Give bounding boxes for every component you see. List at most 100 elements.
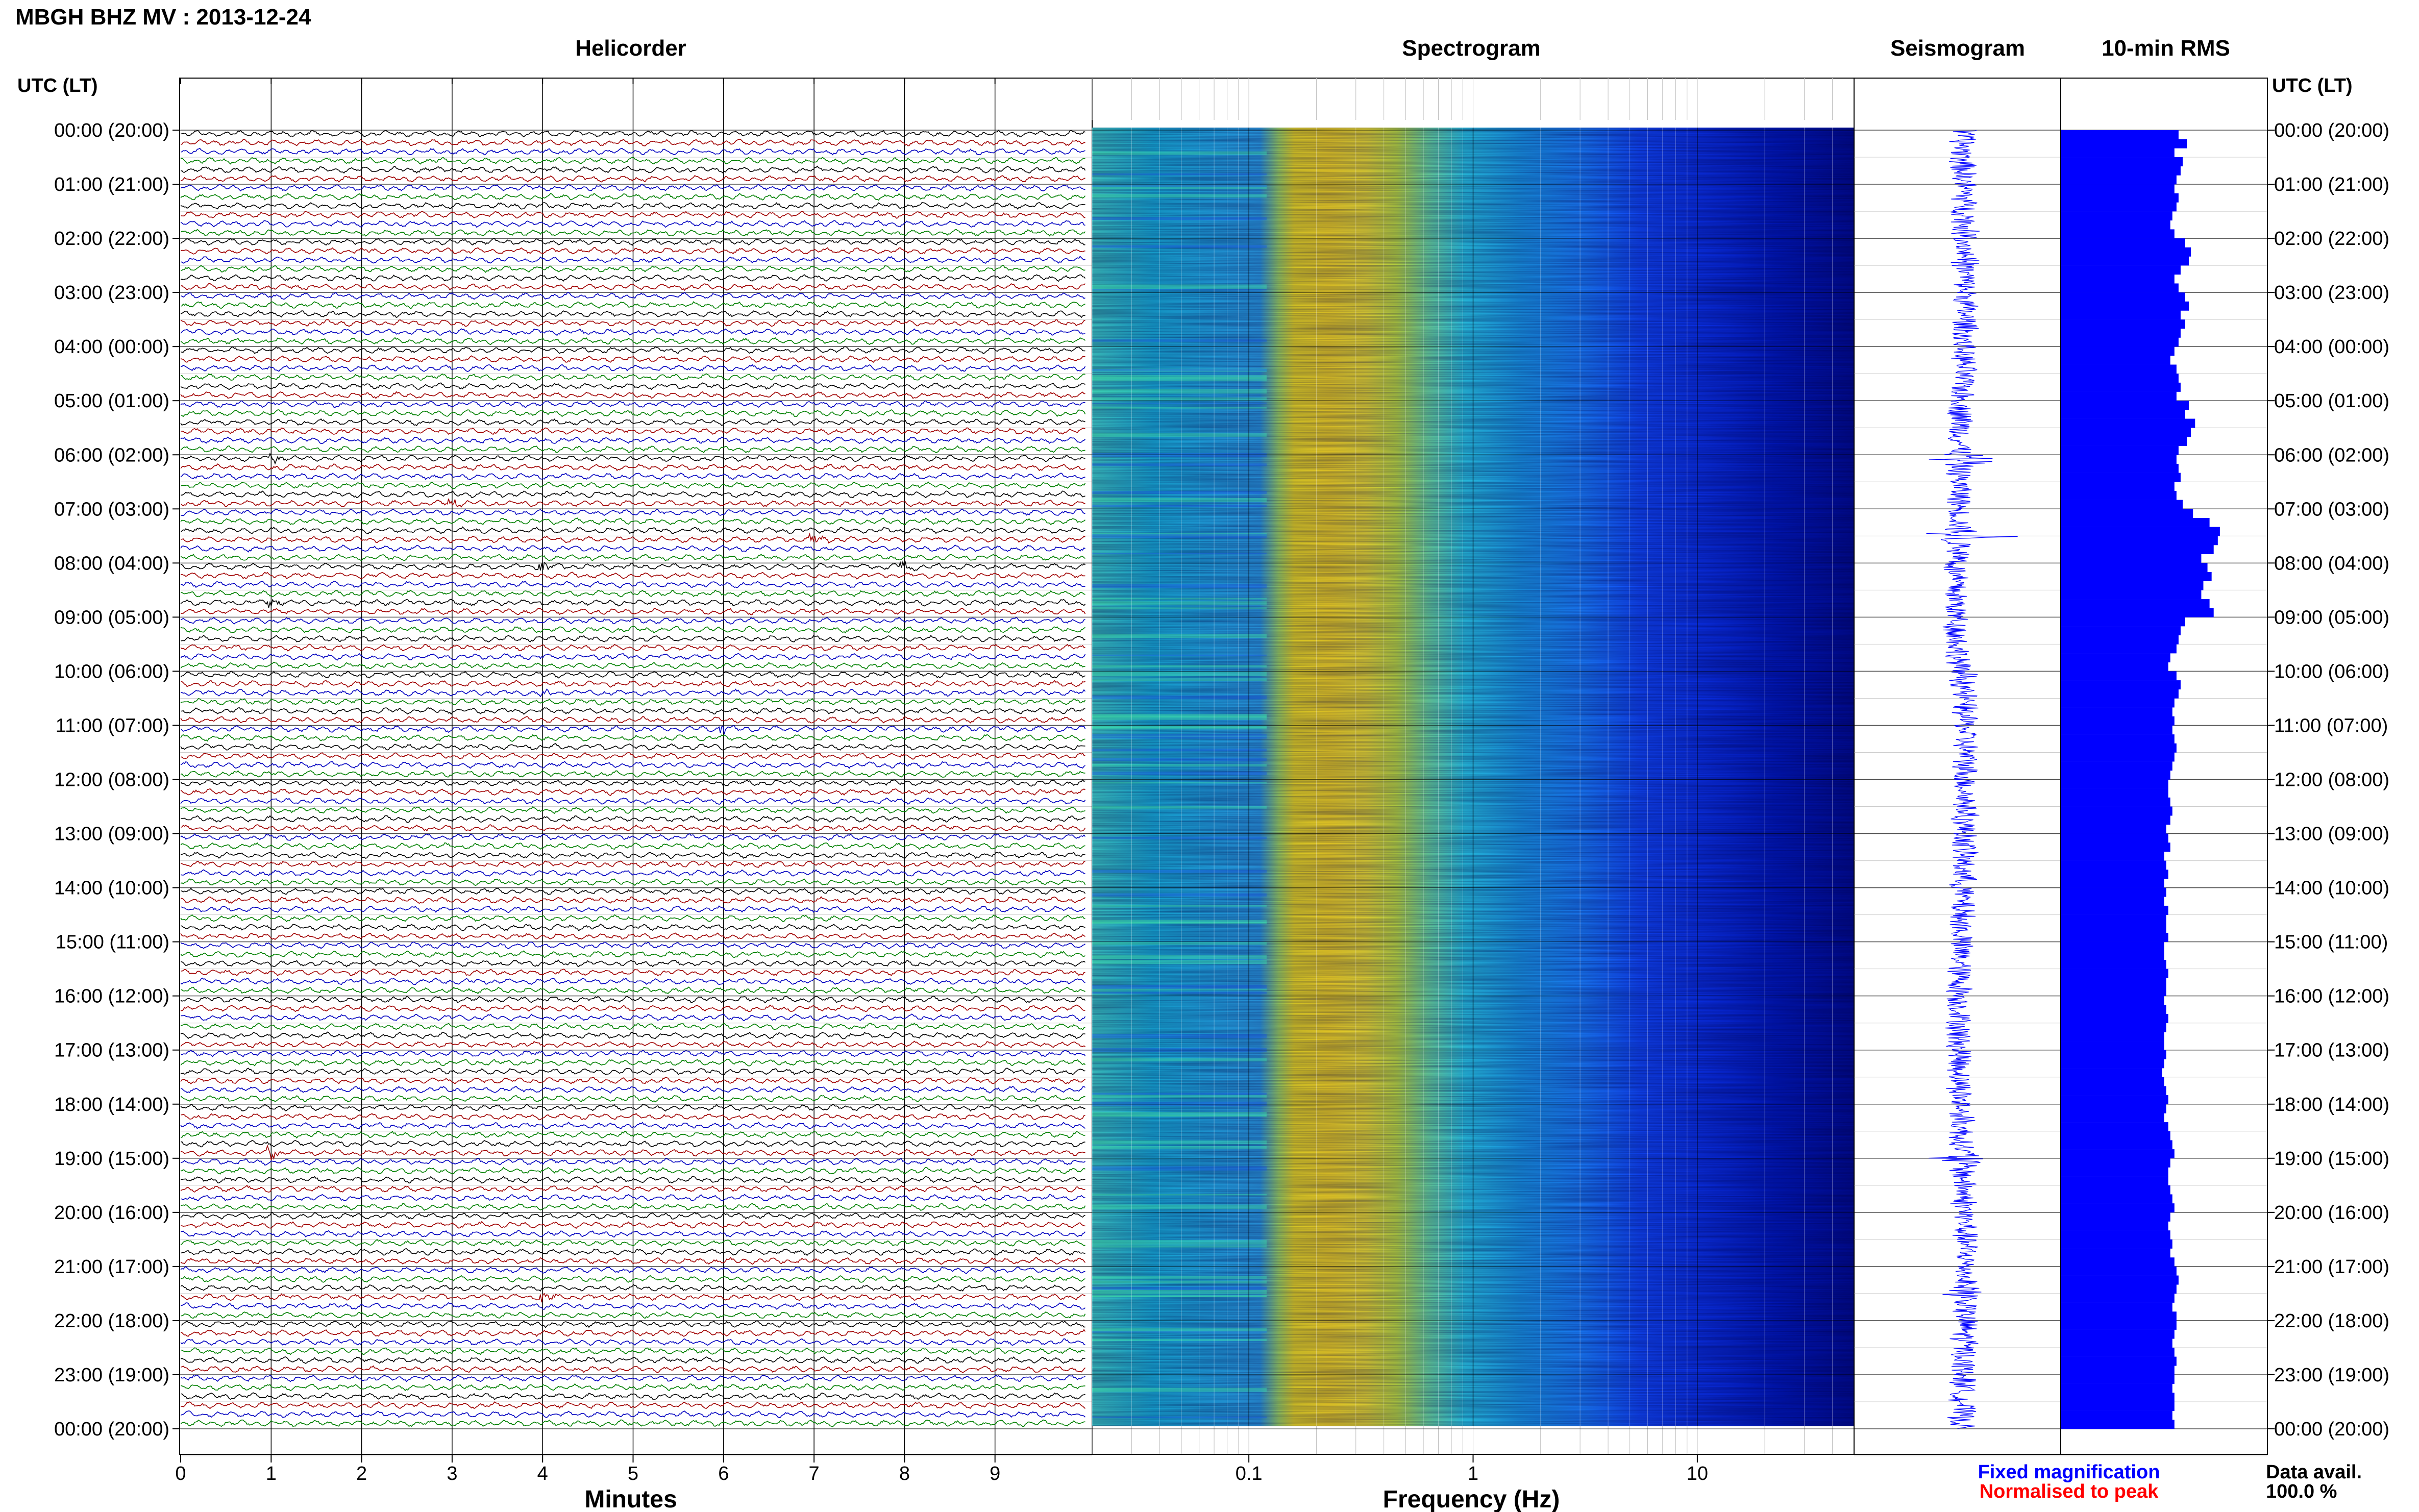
rms-bar	[2061, 815, 2170, 825]
helicorder-trace	[180, 1293, 1085, 1303]
helicorder-trace	[180, 743, 1085, 751]
spectrogram-streak	[1092, 433, 1267, 437]
helicorder-trace	[180, 878, 1086, 886]
spectrogram-streak	[1092, 534, 1267, 538]
time-label-left: 09:00 (05:00)	[54, 607, 169, 628]
rms-bar	[2061, 734, 2175, 744]
rms-bar	[2061, 445, 2179, 455]
helicorder-trace	[180, 463, 1085, 472]
time-label-left: 02:00 (22:00)	[54, 228, 169, 250]
time-label-left: 00:00 (20:00)	[54, 120, 169, 141]
helicorder-trace	[180, 643, 1085, 652]
rms-bar	[2061, 626, 2181, 636]
rms-bar	[2061, 1167, 2168, 1177]
rms-bar	[2061, 1311, 2177, 1321]
rms-bar	[2061, 1140, 2173, 1150]
spectrogram-streak	[1092, 715, 1267, 720]
helicorder-trace	[180, 490, 1085, 499]
time-label-right: 15:00 (11:00)	[2274, 932, 2388, 953]
frequency-axis: 0.1 1 10	[1236, 1454, 1708, 1484]
rms-bar	[2061, 1329, 2175, 1339]
helicorder-trace	[180, 1023, 1085, 1031]
helicorder-trace	[180, 1383, 1085, 1392]
rms-bar	[2061, 1005, 2166, 1014]
helicorder-trace	[180, 560, 1086, 572]
rms-bar	[2061, 806, 2173, 816]
spectrogram-streak	[1092, 806, 1267, 809]
rms-bar	[2061, 364, 2177, 374]
helicorder-trace	[180, 932, 1085, 940]
spectrogram-streak	[1092, 553, 1267, 555]
rms-bar	[2061, 238, 2185, 248]
time-label-left: 08:00 (04:00)	[54, 553, 169, 574]
rms-bar	[2061, 986, 2166, 996]
helicorder-trace	[180, 959, 1085, 968]
helicorder-trace	[180, 265, 1085, 273]
helicorder-trace	[180, 229, 1086, 237]
rms-bar	[2061, 680, 2181, 690]
helicorder-trace	[180, 1176, 1085, 1184]
rms-bar	[2061, 382, 2181, 392]
rms-bar	[2061, 653, 2170, 663]
helicorder-trace	[180, 968, 1085, 977]
helicorder-trace	[180, 824, 1086, 832]
spectrogram-streak	[1092, 749, 1267, 752]
time-label-left: 23:00 (19:00)	[54, 1365, 169, 1386]
rms-bar	[2061, 463, 2179, 473]
rms-bar	[2061, 374, 2179, 383]
spectrogram-streak	[1092, 1290, 1267, 1294]
time-label-left: 15:00 (11:00)	[56, 932, 169, 953]
rms-bar	[2061, 1239, 2173, 1249]
spectrogram-streak	[1092, 185, 1267, 189]
spectrogram-streak	[1092, 713, 1267, 718]
frequency-tick-label: 10	[1687, 1463, 1708, 1484]
time-label-left: 01:00 (21:00)	[54, 174, 169, 195]
rms-bar	[2061, 148, 2175, 158]
rms-bar	[2061, 698, 2175, 708]
helicorder-trace	[180, 761, 1085, 769]
rms-bar	[2061, 959, 2166, 969]
rms-bar	[2061, 599, 2210, 609]
helicorder-trace	[180, 1157, 1085, 1166]
spectrogram-overlay	[1092, 78, 1855, 1454]
rms-bar	[2061, 752, 2175, 762]
helicorder-trace	[180, 842, 1085, 850]
rms-bar	[2061, 328, 2181, 338]
helicorder-trace	[180, 1419, 1085, 1427]
helicorder-trace	[180, 634, 1085, 643]
helicorder-trace	[180, 1266, 1085, 1274]
spectrogram-streak	[1092, 1114, 1267, 1117]
helicorder-trace	[180, 1374, 1085, 1382]
rms-bar	[2061, 1401, 2175, 1411]
spectrogram-streak	[1092, 1240, 1267, 1245]
rms-bar	[2061, 1095, 2168, 1105]
helicorder-trace	[180, 382, 1085, 390]
spectrogram-streak	[1092, 369, 1267, 373]
rms-bar	[2061, 914, 2166, 924]
seismogram-grid	[1854, 130, 2061, 1456]
helicorder-trace	[180, 129, 1085, 138]
rms-bar	[2061, 139, 2187, 148]
rms-bar	[2061, 1275, 2179, 1285]
time-label-left: 14:00 (10:00)	[54, 878, 169, 899]
spectrogram-streak	[1092, 782, 1267, 784]
spectrogram-streak	[1092, 1204, 1267, 1209]
minute-tick-label: 4	[537, 1463, 548, 1484]
data-availability-label: Data avail.	[2266, 1461, 2362, 1483]
helicorder-trace	[180, 599, 1086, 608]
helicorder-trace	[180, 1085, 1085, 1094]
helicorder-trace	[180, 1049, 1086, 1058]
helicorder-trace	[180, 418, 1085, 427]
rms-bar	[2061, 283, 2179, 293]
helicorder-trace	[180, 806, 1085, 814]
helicorder-trace	[180, 770, 1085, 778]
rms-bar	[2061, 1257, 2175, 1267]
rms-bar	[2061, 1068, 2162, 1078]
helicorder-grid	[180, 78, 1092, 1456]
rms-bar	[2061, 743, 2177, 753]
rms-bar	[2061, 482, 2175, 491]
rms-bar	[2061, 1113, 2164, 1123]
figure-title: MBGH BHZ MV : 2013-12-24	[15, 5, 311, 30]
rms-bar	[2061, 1158, 2170, 1168]
time-labels-right: 00:00 (20:00) 01:00 (21:00) 02:00 (22:00) 0…	[2267, 120, 2389, 1440]
